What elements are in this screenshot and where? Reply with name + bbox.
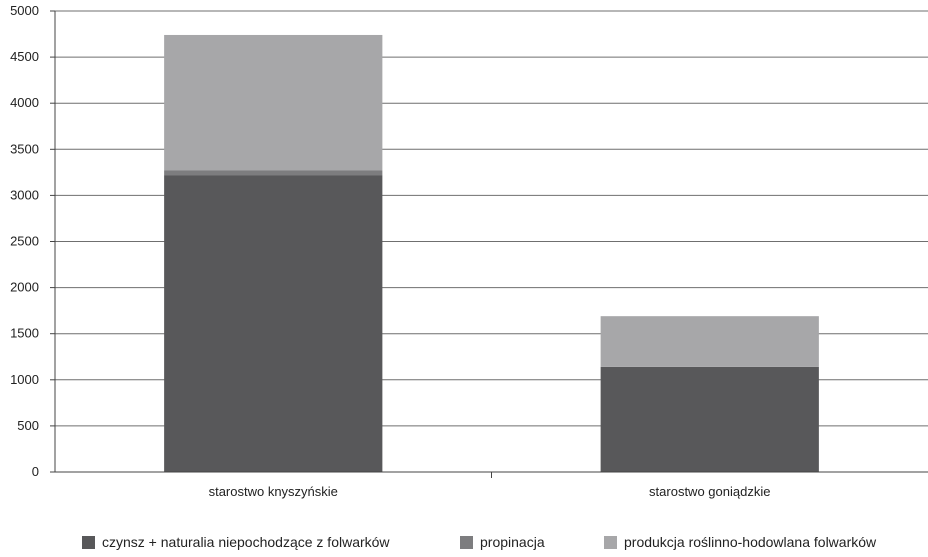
legend-item-czynsz: czynsz + naturalia niepochodzące z folwa…: [82, 532, 390, 552]
y-tick-label: 2500: [10, 234, 39, 249]
y-tick-label: 1000: [10, 372, 39, 387]
legend: czynsz + naturalia niepochodzące z folwa…: [0, 532, 928, 554]
y-tick-label: 2000: [10, 280, 39, 295]
bars: [164, 34, 819, 472]
y-tick-label: 5000: [10, 3, 39, 18]
y-tick-label: 3000: [10, 187, 39, 202]
legend-label-czynsz: czynsz + naturalia niepochodzące z folwa…: [102, 534, 390, 550]
y-tick-label: 3500: [10, 141, 39, 156]
y-tick-label: 500: [17, 418, 39, 433]
bar-segment: [164, 175, 383, 472]
y-tick-label: 0: [32, 464, 39, 479]
legend-item-propinacja: propinacja: [460, 532, 545, 552]
y-tick-labels: 0 500 1000 1500 2000 2500 3000 3500 4000 4500 5000: [10, 3, 39, 479]
bar-segment: [164, 34, 383, 171]
bar-segment: [600, 316, 819, 367]
legend-item-produkcja: produkcja roślinno-hodowlana folwarków: [604, 532, 876, 552]
legend-label-produkcja: produkcja roślinno-hodowlana folwarków: [624, 534, 877, 550]
legend-label-propinacja: propinacja: [480, 534, 545, 550]
y-tick-label: 4500: [10, 49, 39, 64]
bar-segment: [164, 170, 383, 176]
stacked-bar-chart: 0 500 1000 1500 2000 2500 3000 3500 4000 4500 5000…: [10, 3, 928, 499]
x-tick-label: starostwo knyszyńskie: [209, 484, 338, 499]
legend-swatch-propinacja: [460, 535, 473, 549]
y-tick-label: 4000: [10, 95, 39, 110]
x-tick-labels: starostwo knyszyńskie starostwo goniądzki…: [209, 484, 771, 499]
bar-segment: [600, 366, 819, 472]
y-tick-label: 1500: [10, 326, 39, 341]
x-tick-label: starostwo goniądzkie: [649, 484, 770, 499]
legend-swatch-produkcja: [604, 535, 617, 549]
legend-swatch-czynsz: [82, 535, 95, 549]
axes: [50, 10, 928, 478]
